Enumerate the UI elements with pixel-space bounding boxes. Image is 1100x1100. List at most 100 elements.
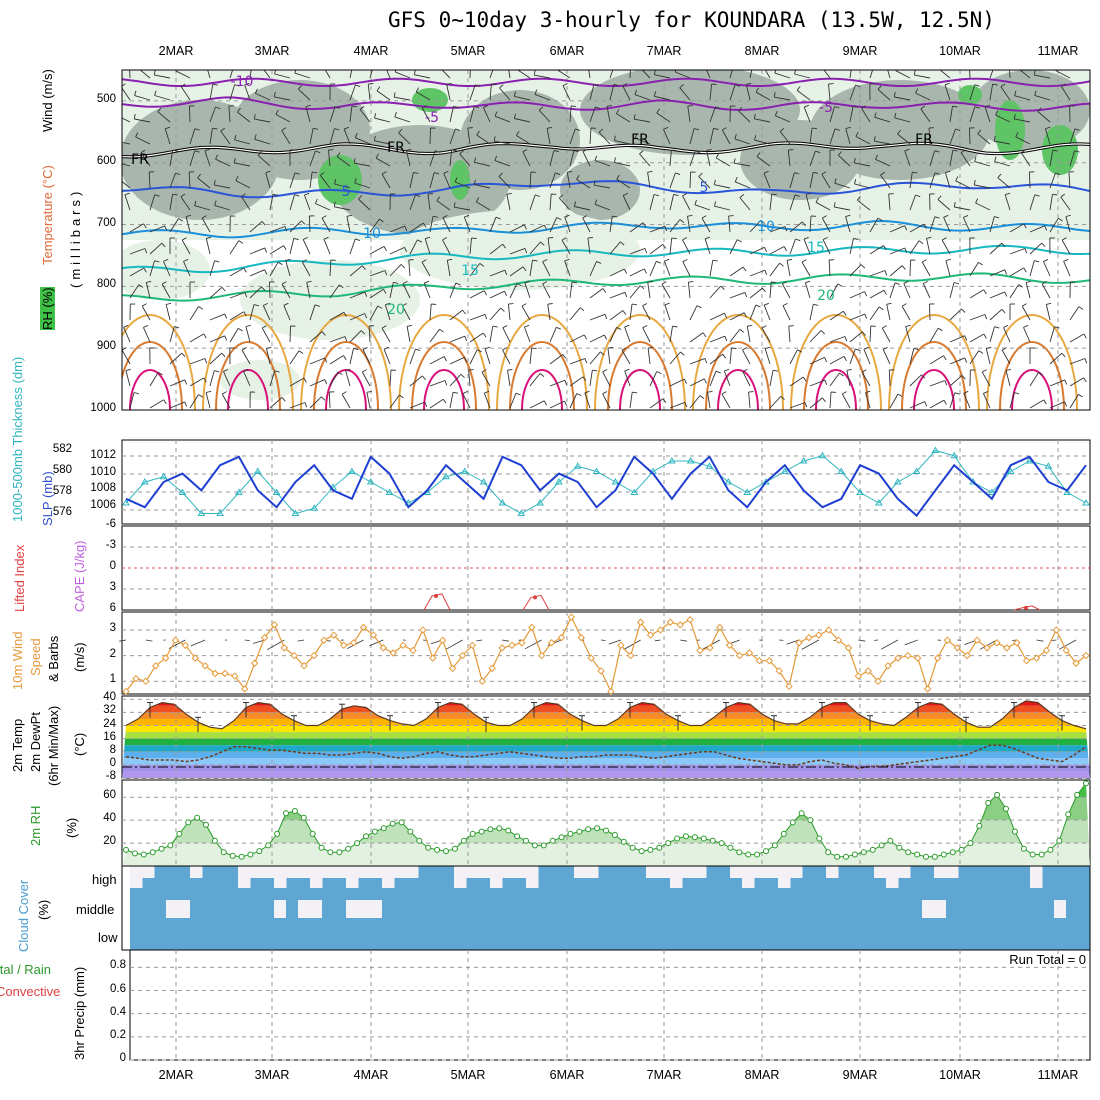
wind-barb-flag — [993, 136, 996, 142]
wind-barb-flag — [844, 336, 848, 342]
wind-barb — [522, 151, 531, 167]
wind-barb-flag — [602, 391, 608, 395]
wind-barb — [729, 329, 741, 343]
wind-barb-flag — [772, 369, 778, 372]
wind-barb-flag — [747, 324, 753, 327]
wind-barb — [489, 84, 492, 101]
wind-barb — [408, 259, 411, 277]
wind-barb-flag — [323, 236, 329, 240]
wind-barb-flag — [484, 390, 490, 394]
precip-tick: 0.2 — [110, 1028, 126, 1041]
wind-barb — [449, 356, 465, 365]
wind-barb — [1042, 261, 1051, 277]
wind-barb — [509, 283, 518, 299]
wind-barb-flag — [417, 239, 423, 243]
wind-barb-flag — [133, 392, 140, 395]
wind-barb — [609, 327, 617, 343]
wind-barb — [849, 106, 854, 123]
rh2m-point — [354, 840, 361, 847]
wind-barb — [354, 182, 371, 189]
isotherm-label: 20 — [817, 288, 835, 304]
wind-barb-flag — [1060, 193, 1066, 198]
wind-barb — [663, 260, 671, 277]
wind-barb-flag — [1083, 377, 1087, 383]
rh2m-point — [887, 837, 894, 844]
wind-barb-flag — [603, 334, 608, 340]
wind10-label-b: Speed — [28, 638, 43, 676]
wind10-point — [211, 669, 219, 678]
wind-barb — [647, 282, 651, 299]
wind10-point — [607, 687, 615, 696]
wind-barb — [469, 70, 471, 79]
wind-barb-flag — [361, 265, 366, 270]
wind-barb — [598, 131, 611, 145]
wind10-point — [765, 656, 774, 665]
wind-barb-flag — [447, 258, 453, 261]
wind-barb-flag — [624, 292, 628, 298]
wind-barb — [624, 370, 631, 387]
wind-barb — [429, 398, 444, 409]
wind-barb-flag — [695, 150, 701, 153]
moisture-blob — [122, 240, 210, 300]
warm-loop — [705, 341, 771, 410]
wind-barb-flag — [293, 237, 299, 241]
wind10-point — [696, 646, 704, 655]
wind-barb — [616, 178, 631, 189]
wind-barb — [943, 217, 951, 233]
wind-barb-flag — [874, 112, 877, 118]
wind-barb-flag — [1055, 172, 1061, 176]
thickness-point — [197, 509, 206, 516]
wind-barb-flag — [974, 156, 977, 162]
wind-barb — [329, 371, 339, 387]
wind-barb-flag — [883, 290, 887, 295]
wind-barb — [398, 132, 411, 145]
cloud-gap-high — [514, 866, 527, 878]
wind-barb-flag — [163, 258, 169, 262]
rh2m-point — [585, 826, 592, 833]
wind-barb — [524, 282, 531, 299]
rh2m-point — [851, 851, 858, 858]
wind-barb-flag — [359, 106, 365, 110]
wind-barb — [704, 238, 711, 255]
wind10-point — [755, 656, 764, 665]
warm-loop — [202, 314, 294, 410]
wind-barb-flag — [883, 245, 887, 250]
wind-barb — [474, 161, 491, 167]
wind-barb-flag — [374, 63, 379, 64]
wind-barb-flag — [714, 201, 717, 207]
wind-barb — [669, 219, 681, 233]
wind-barb-flag — [341, 391, 347, 395]
wind-barb — [809, 356, 825, 365]
rh2m-label: 2m RH — [28, 805, 43, 846]
rh2m-point — [469, 830, 476, 837]
wind-barb-flag — [337, 371, 343, 375]
wind-barb — [355, 137, 371, 145]
wind-barb — [209, 106, 216, 123]
wind-barb — [484, 348, 491, 365]
wind-barb-flag — [146, 280, 152, 283]
wind-barb — [569, 150, 575, 167]
wind-barb-flag — [215, 106, 221, 110]
wind-barb — [1037, 111, 1051, 123]
wind-barb-flag — [573, 150, 579, 153]
temp2m-label-c: (6hr Min/Max) — [46, 705, 61, 786]
wind-barb — [865, 392, 871, 409]
wind-barb — [909, 401, 925, 409]
wind-barb-flag — [973, 180, 976, 186]
wind10-point — [448, 664, 457, 673]
wind-barb-flag — [755, 87, 759, 93]
wind-barb — [729, 348, 732, 365]
wind-barb-flag — [180, 83, 186, 87]
wind-barb-flag — [303, 377, 307, 383]
wind-barb-flag — [427, 193, 434, 195]
wind-barb — [582, 151, 591, 167]
wind-barb — [669, 150, 672, 167]
wind-barb — [180, 196, 191, 211]
rh2m-point — [291, 808, 298, 814]
date-label: 6MAR — [549, 44, 585, 58]
wind-barb-flag — [354, 132, 358, 138]
wind-barb — [498, 176, 511, 189]
wind-barb-flag — [997, 173, 1002, 178]
wind-barb — [468, 370, 471, 387]
wind-barb — [534, 74, 551, 79]
